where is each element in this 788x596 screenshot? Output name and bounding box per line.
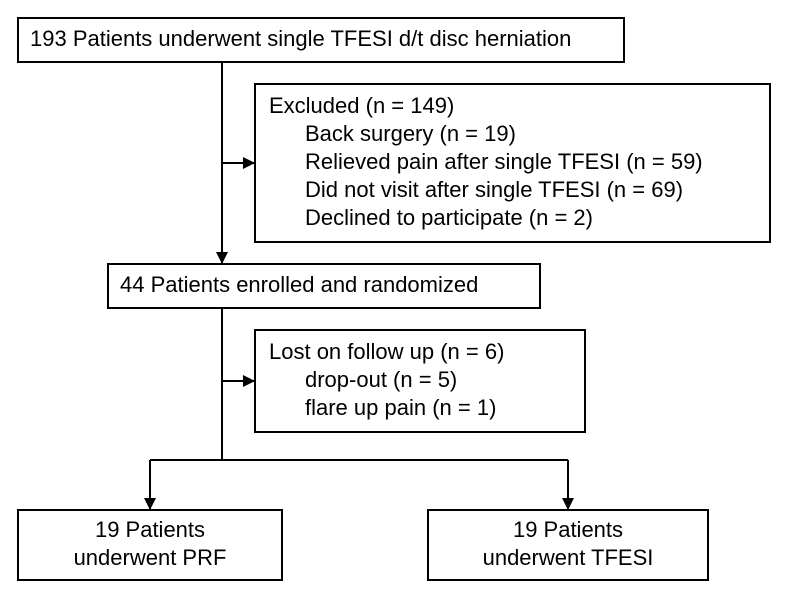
arrowhead	[144, 498, 156, 510]
flow-node-excluded-line-2: Relieved pain after single TFESI (n = 59…	[305, 149, 703, 174]
flow-node-excluded-line-0: Excluded (n = 149)	[269, 93, 454, 118]
flow-node-tfesi-line-0: 19 Patients	[513, 517, 623, 542]
flow-node-excluded-line-4: Declined to participate (n = 2)	[305, 205, 593, 230]
arrowhead	[243, 375, 255, 387]
flow-node-excluded-line-1: Back surgery (n = 19)	[305, 121, 516, 146]
flow-node-start-line-0: 193 Patients underwent single TFESI d/t …	[30, 26, 571, 51]
arrowhead	[562, 498, 574, 510]
flow-node-excluded-line-3: Did not visit after single TFESI (n = 69…	[305, 177, 683, 202]
flow-node-tfesi-line-1: underwent TFESI	[483, 545, 654, 570]
flow-node-lost-line-0: Lost on follow up (n = 6)	[269, 339, 504, 364]
flow-node-prf-line-0: 19 Patients	[95, 517, 205, 542]
flow-node-enrolled-line-0: 44 Patients enrolled and randomized	[120, 272, 478, 297]
arrowhead	[216, 252, 228, 264]
flow-node-lost-line-2: flare up pain (n = 1)	[305, 395, 496, 420]
arrowhead	[243, 157, 255, 169]
flow-node-prf-line-1: underwent PRF	[74, 545, 227, 570]
flow-node-lost-line-1: drop-out (n = 5)	[305, 367, 457, 392]
